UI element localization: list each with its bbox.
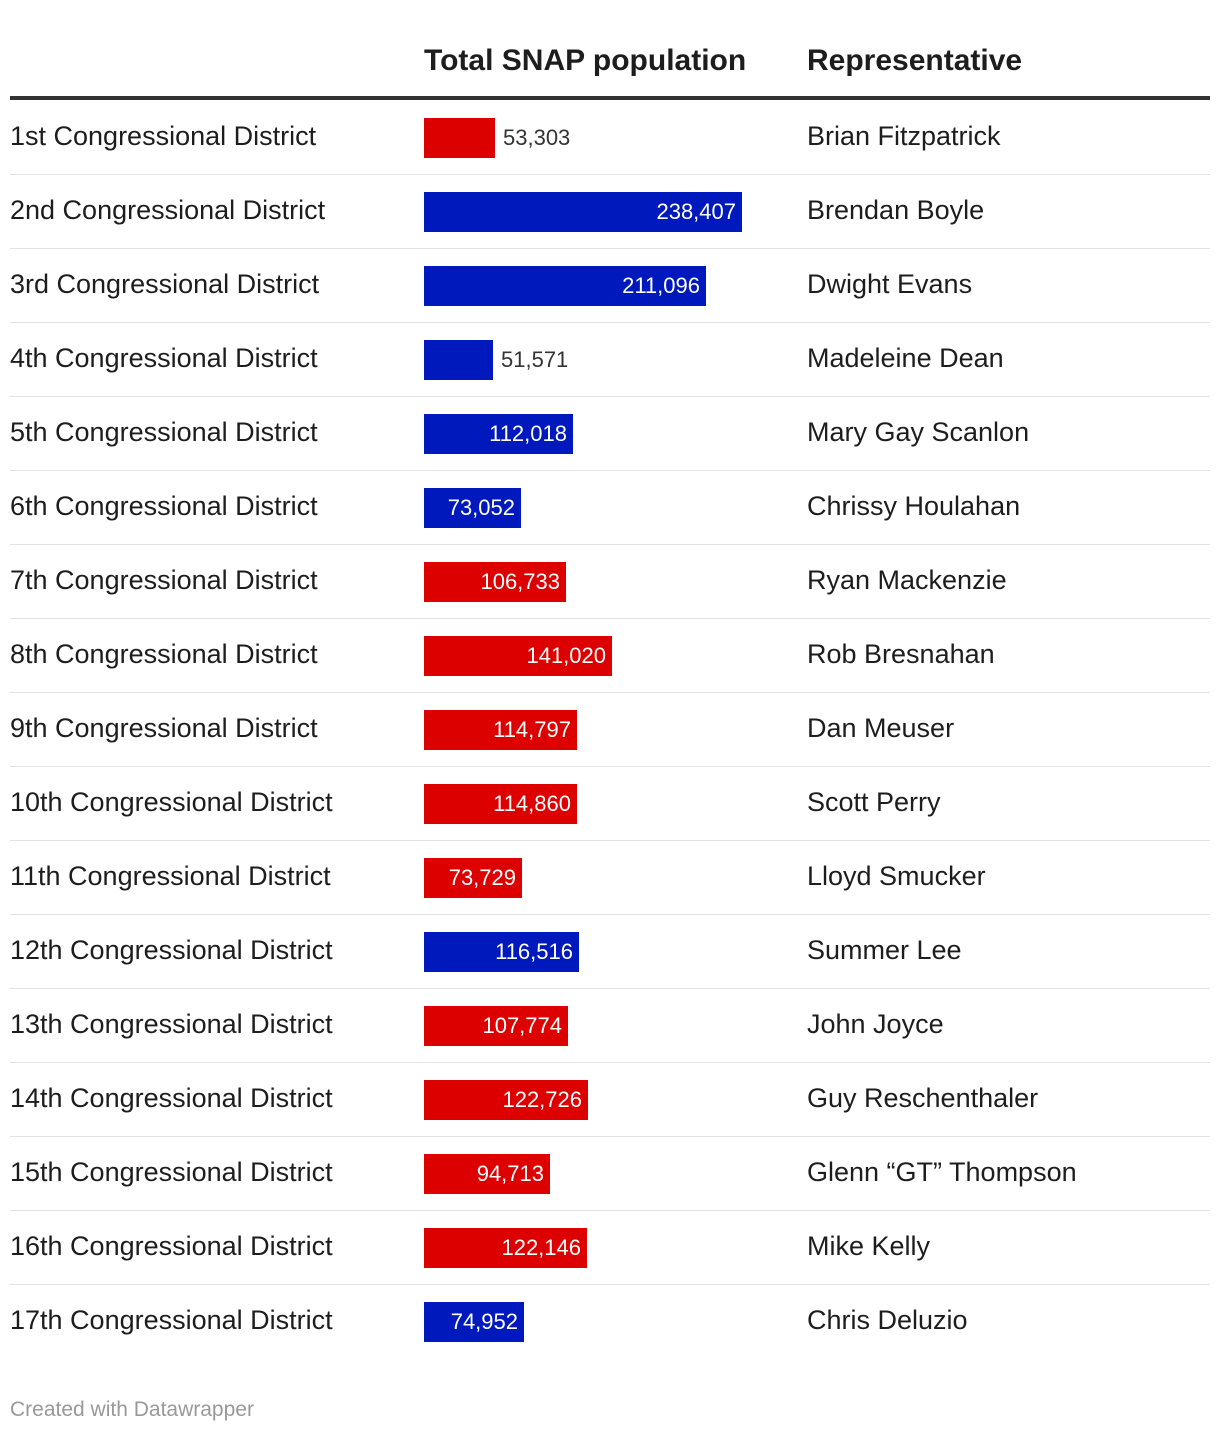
population-bar [424,932,579,972]
representative-name: Summer Lee [807,935,962,965]
datawrapper-credit: Created with Datawrapper [10,1398,254,1421]
representative-name: Scott Perry [807,787,941,817]
district-name: 3rd Congressional District [10,269,320,299]
population-value-label: 106,733 [480,569,560,594]
population-value-label: 51,571 [501,347,569,372]
population-column-header: Total SNAP population [424,44,747,77]
district-name: 14th Congressional District [10,1083,333,1113]
population-value-label: 122,726 [502,1087,582,1112]
representative-name: Madeleine Dean [807,343,1004,373]
table-row: 10th Congressional District 114,860 Scott … [10,767,1210,841]
table-body: 1st Congressional District 53,303 Brian Fi… [10,101,1210,1359]
table-row: 8th Congressional District 141,020 Rob Bre… [10,619,1210,693]
district-name: 7th Congressional District [10,565,318,595]
population-value-label: 116,516 [495,939,573,964]
population-value-label: 73,729 [448,865,516,890]
population-value-label: 112,018 [489,421,567,446]
population-value-label: 238,407 [656,199,736,224]
population-value-label: 53,303 [503,125,571,150]
table-row: 17th Congressional District 74,952 Chris D… [10,1285,1210,1359]
table-row: 4th Congressional District 51,571 Madelein… [10,323,1210,397]
district-name: 1st Congressional District [10,121,317,151]
representative-name: Brian Fitzpatrick [807,121,1001,151]
district-name: 6th Congressional District [10,491,318,521]
table-row: 16th Congressional District 122,146 Mike K… [10,1211,1210,1285]
population-bar [424,192,742,232]
district-name: 9th Congressional District [10,713,318,743]
population-bar [424,784,577,824]
representative-name: Guy Reschenthaler [807,1083,1039,1113]
representative-name: Chris Deluzio [807,1305,968,1335]
population-value-label: 74,952 [450,1309,518,1334]
population-bar [424,488,521,528]
population-bar [424,1228,587,1268]
population-value-label: 114,797 [493,717,571,742]
table-row: 13th Congressional District 107,774 John J… [10,989,1210,1063]
district-name: 16th Congressional District [10,1231,333,1261]
population-bar [424,1080,588,1120]
population-bar [424,340,493,380]
table-row: 14th Congressional District 122,726 Guy Re… [10,1063,1210,1137]
representative-name: Chrissy Houlahan [807,491,1021,521]
table-row: 6th Congressional District 73,052 Chrissy … [10,471,1210,545]
table-row: 2nd Congressional District 238,407 Brendan… [10,175,1210,249]
table-row: 12th Congressional District 116,516 Summer… [10,915,1210,989]
representative-name: Dan Meuser [807,713,955,743]
representative-name: Brendan Boyle [807,195,985,225]
population-bar [424,414,573,454]
representative-name: Glenn “GT” Thompson [807,1157,1077,1187]
table-row: 5th Congressional District 112,018 Mary Ga… [10,397,1210,471]
population-value-label: 211,096 [622,273,700,298]
population-bar [424,1006,568,1046]
district-name: 10th Congressional District [10,787,333,817]
table-row: 1st Congressional District 53,303 Brian Fi… [10,101,1210,175]
representative-column-header: Representative [807,44,1023,77]
population-bar [424,858,522,898]
population-bar [424,1154,550,1194]
district-name: 8th Congressional District [10,639,318,669]
population-value-label: 122,146 [501,1235,581,1260]
district-name: 4th Congressional District [10,343,318,373]
representative-name: John Joyce [807,1009,944,1039]
population-bar [424,710,577,750]
population-value-label: 73,052 [447,495,515,520]
table-header: Total SNAP population Representative [10,0,1210,100]
table-row: 3rd Congressional District 211,096 Dwight … [10,249,1210,323]
representative-name: Ryan Mackenzie [807,565,1007,595]
population-value-label: 114,860 [493,791,571,816]
district-name: 13th Congressional District [10,1009,333,1039]
representative-name: Lloyd Smucker [807,861,986,891]
representative-name: Rob Bresnahan [807,639,995,669]
district-name: 11th Congressional District [10,861,331,891]
population-bar [424,636,612,676]
district-name: 5th Congressional District [10,417,318,447]
population-value-label: 107,774 [482,1013,562,1038]
population-bar [424,562,566,602]
representative-name: Dwight Evans [807,269,973,299]
population-bar [424,1302,524,1342]
population-bar [424,266,706,306]
district-name: 15th Congressional District [10,1157,333,1187]
population-bar [424,118,495,158]
district-name: 12th Congressional District [10,935,333,965]
table-row: 9th Congressional District 114,797 Dan Meu… [10,693,1210,767]
representative-name: Mike Kelly [807,1231,931,1261]
district-name: 2nd Congressional District [10,195,326,225]
population-value-label: 94,713 [476,1161,544,1186]
population-value-label: 141,020 [526,643,606,668]
table-row: 15th Congressional District 94,713 Glenn “… [10,1137,1210,1211]
representative-name: Mary Gay Scanlon [807,417,1030,447]
district-name: 17th Congressional District [10,1305,333,1335]
table-row: 11th Congressional District 73,729 Lloyd S… [10,841,1210,915]
table-row: 7th Congressional District 106,733 Ryan Ma… [10,545,1210,619]
